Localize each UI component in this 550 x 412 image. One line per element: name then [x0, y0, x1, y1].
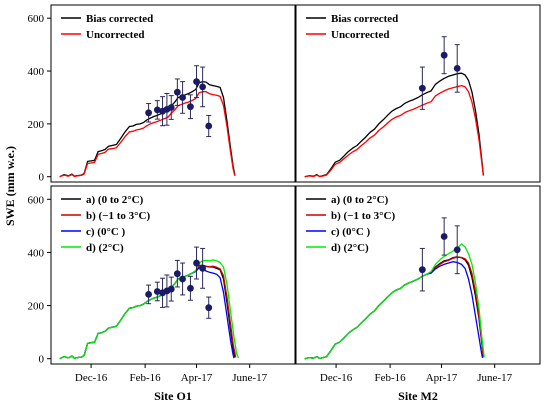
y-tick-label: 0: [39, 354, 45, 366]
y-tick-label: 600: [28, 13, 45, 25]
observation-point: [167, 285, 175, 293]
legend-label-d: d) (2°C): [86, 242, 124, 254]
observation-point: [193, 259, 200, 267]
x-tick-label: Apr-17: [181, 372, 213, 384]
legend-label-bias: Bias corrected: [86, 13, 153, 25]
observation-point: [179, 94, 186, 101]
series-line-uncorrected: [304, 84, 485, 178]
observation-point: [453, 65, 461, 72]
series-line-b: [59, 265, 237, 360]
observation-point: [173, 88, 181, 96]
legend-label-c: c) (0°C ): [331, 226, 371, 238]
observation-point: [145, 290, 153, 298]
x-tick-label: Apr-17: [426, 372, 458, 384]
legend-label-b: b) (−1 to 3°C): [331, 210, 395, 222]
series-line-d: [59, 259, 240, 360]
panel-frame: [50, 4, 296, 183]
legend-label-bias: Bias corrected: [331, 13, 398, 25]
x-tick-label: Feb-16: [375, 372, 407, 384]
y-axis-label: SWE (mm w.e.): [3, 146, 17, 226]
observation-point: [440, 51, 448, 59]
x-tick-label: June-17: [232, 372, 267, 384]
observation-point: [173, 270, 181, 278]
legend-label-uncorrected: Uncorrected: [331, 29, 389, 41]
series-line-c: [59, 267, 235, 360]
observation-point: [153, 106, 161, 114]
panel-frame: [50, 185, 296, 365]
x-tick-label: Feb-16: [130, 372, 162, 384]
legend-label-b: b) (−1 to 3°C): [86, 210, 150, 222]
y-tick-label: 600: [28, 194, 45, 206]
observation-point: [167, 104, 175, 111]
x-tick-label: June-17: [477, 372, 512, 384]
observation-point: [145, 109, 153, 117]
panel-1: 0 200 400 600 Bias corrected Uncorrected: [28, 4, 296, 184]
x-tick-label: Dec-16: [75, 372, 108, 384]
panel-4: Dec-16 Feb-16 Apr-17 June-17 Site M2 a) (0 to…: [295, 185, 541, 403]
series-line-a: [304, 256, 485, 360]
series-line-uncorrected: [59, 91, 236, 178]
observation-point: [199, 264, 207, 272]
observation-point: [199, 83, 207, 91]
series-line-d: [304, 243, 485, 360]
x-axis-label: Site O1: [154, 389, 192, 403]
observation-point: [179, 275, 186, 283]
series-line-b: [304, 256, 485, 360]
observation-point: [418, 84, 426, 92]
panel-frame: [295, 4, 541, 183]
panel-frame: [295, 185, 541, 365]
y-tick-label: 0: [39, 172, 45, 184]
y-tick-label: 400: [28, 66, 45, 78]
observation-point: [440, 233, 448, 240]
x-axis-label: Site M2: [398, 389, 438, 403]
series-line-bias: [304, 72, 485, 178]
y-tick-label: 200: [28, 119, 45, 131]
legend-label-a: a) (0 to 2°C): [331, 194, 389, 206]
observation-point: [418, 266, 426, 274]
y-tick-label: 200: [28, 301, 45, 313]
observation-point: [153, 288, 161, 295]
observation-point: [187, 103, 194, 111]
legend-label-c: c) (0°C ): [86, 226, 126, 238]
x-tick-label: Dec-16: [320, 372, 353, 384]
observation-point: [205, 304, 213, 312]
observation-point: [453, 246, 461, 254]
legend-label-a: a) (0 to 2°C): [86, 194, 144, 206]
observation-point: [205, 122, 213, 130]
series-line-bias: [59, 80, 236, 178]
observation-point: [187, 284, 194, 292]
panel-3: 0 200 400 600 Dec-16 Feb-16 Apr-17 June-17 Site …: [28, 185, 296, 403]
observation-point: [193, 78, 200, 86]
panel-2: Bias corrected Uncorrected: [295, 4, 541, 183]
legend-label-uncorrected: Uncorrected: [86, 29, 144, 41]
series-line-c: [304, 261, 484, 360]
legend-label-d: d) (2°C): [331, 242, 369, 254]
y-tick-label: 400: [28, 247, 45, 259]
